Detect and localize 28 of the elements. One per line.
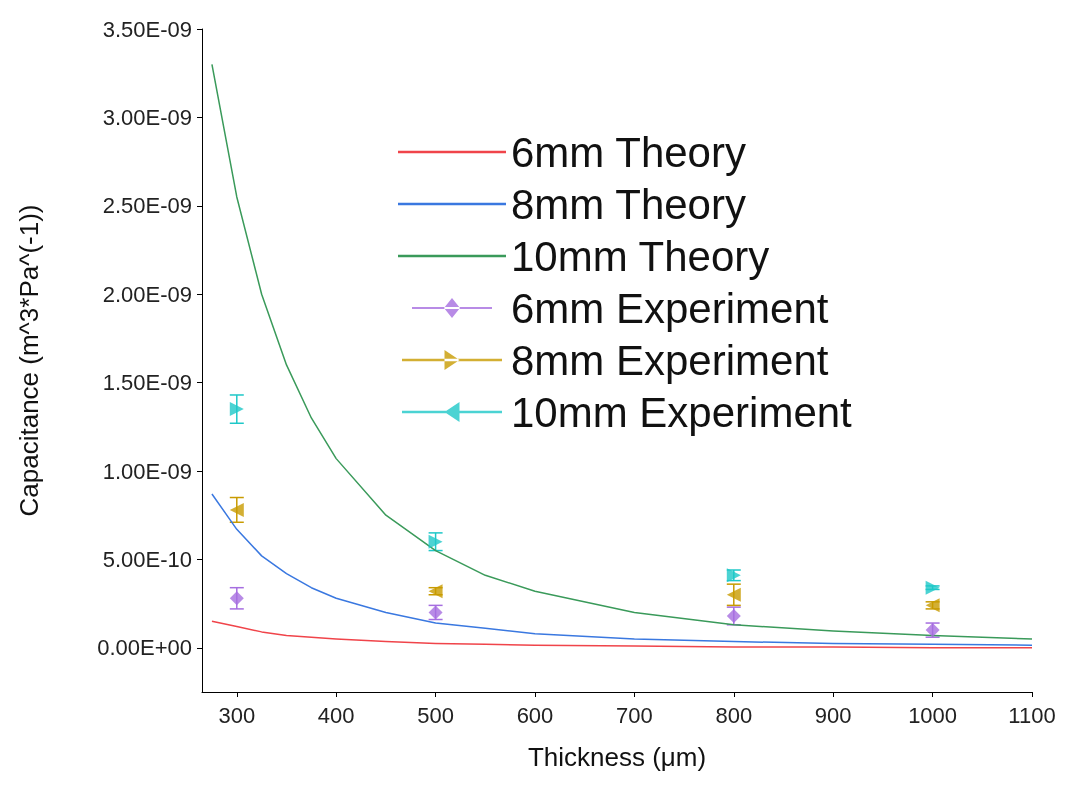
y-tick-label: 5.00E-10 [102,546,192,572]
legend-label: 10mm Theory [511,232,770,280]
legend-label: 8mm Theory [511,180,746,228]
y-axis-title: Capacitance (m^3*Pa^(-1)) [14,204,44,517]
x-tick-label: 900 [814,702,852,728]
y-tick-label: 2.50E-09 [102,193,192,219]
line-series [211,493,1033,646]
legend-label: 6mm Theory [511,128,746,176]
x-tick-label: 1100 [1008,702,1056,728]
y-tick-label: 1.00E-09 [102,458,192,484]
x-axis-title: Thickness (μm) [527,742,707,772]
line-series [211,63,1033,640]
y-tick-label: 3.00E-09 [102,104,192,130]
x-tick-label: 1000 [908,702,958,728]
y-tick-label: 1.50E-09 [102,370,192,396]
x-tick-label: 800 [715,702,753,728]
x-tick-label: 700 [616,702,653,728]
y-tick-label: 3.50E-09 [102,16,192,42]
legend-label: 6mm Experiment [511,284,829,332]
x-tick-label: 600 [516,702,554,728]
x-tick-label: 500 [417,702,454,728]
line-series [211,620,1033,649]
legend-label: 10mm Experiment [511,388,853,436]
y-tick-label: 0.00E+00 [97,635,192,661]
x-tick-label: 400 [317,702,355,728]
legend-label: 8mm Experiment [511,336,829,384]
y-tick-label: 2.00E-09 [102,281,192,307]
x-tick-label: 300 [218,702,256,728]
